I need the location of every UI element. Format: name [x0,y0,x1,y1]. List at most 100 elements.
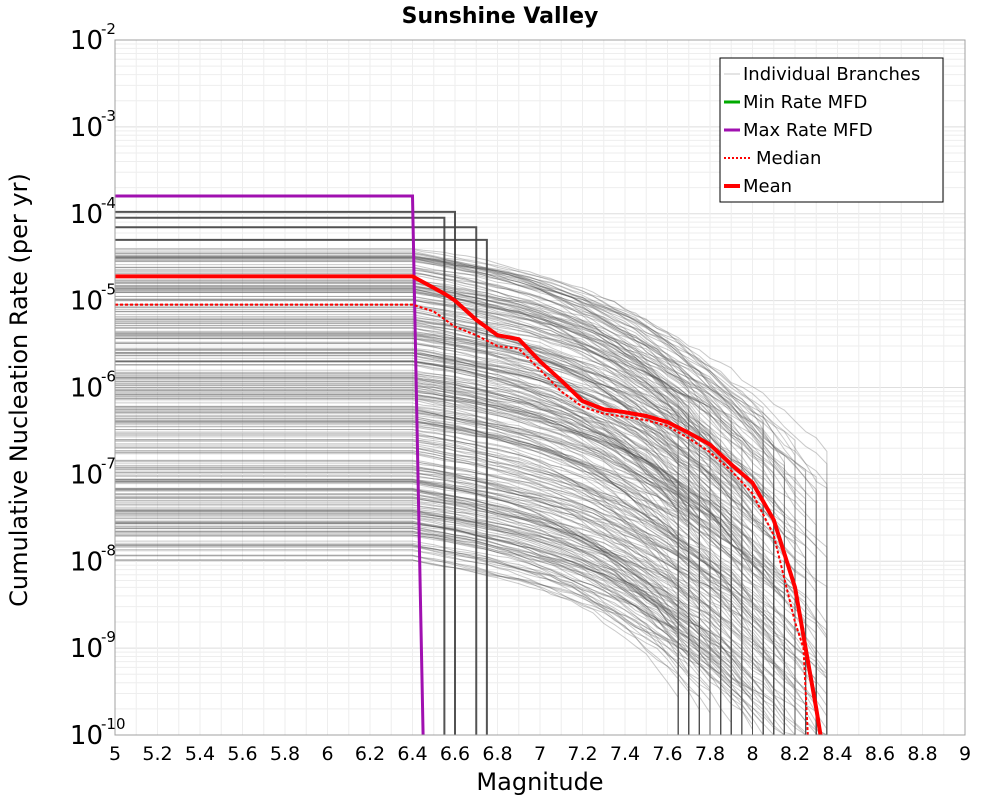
branch-line [115,481,817,735]
branch-line [115,510,817,735]
branch-line [115,462,828,735]
x-tick-label: 8.8 [907,743,937,765]
branch-line [115,478,785,735]
branch-line [115,511,764,735]
y-tick-exponent: -3 [101,107,116,125]
x-tick-label: 8.2 [780,743,810,765]
branch-line [115,210,456,735]
branch-line [115,460,817,735]
x-tick-label: 8 [746,743,758,765]
x-tick-label: 7.8 [695,743,725,765]
branch-line [115,528,764,735]
branch-line [115,285,807,735]
branch-line [115,509,732,735]
branch-line [115,460,817,735]
branch-line [115,511,700,735]
branch-line [115,318,764,735]
branch-line [115,452,817,735]
branch-line [115,467,722,735]
branch-line [115,288,807,735]
branch-line [115,332,732,735]
branch-line [115,387,743,735]
branch-line [115,476,828,735]
branch-line [115,376,700,735]
y-tick-base: 10 [70,200,103,230]
branch-line [115,257,828,735]
branch-line [115,496,775,735]
branch-line [115,490,743,735]
branch-line [115,549,700,735]
branch-line [115,238,488,735]
y-tick-base: 10 [70,721,103,751]
branch-line [115,554,679,735]
branch-line [115,535,764,736]
branch-line [115,550,775,735]
branch-line [115,254,732,735]
branch-line [115,304,764,735]
branch-line [115,323,785,735]
branch-line [115,250,775,735]
branch-line [115,388,764,735]
x-tick-label: 6.4 [397,743,427,765]
branch-lines [115,210,828,736]
branch-line [115,377,722,735]
branch-line [115,287,722,735]
branch-line [115,360,764,735]
x-axis-ticks: 5 5.2 5.4 5.6 5.8 6 6.2 6.4 6.6 6.8 7 7.2 7.4 7.6 7.8 8… [109,743,971,765]
branch-line [115,347,807,735]
branch-line [115,385,732,735]
branch-line [115,412,764,735]
y-tick-base: 10 [70,287,103,317]
x-tick-label: 8.4 [822,743,852,765]
x-tick-label: 6.2 [355,743,385,765]
branch-line [115,288,679,735]
branch-line [115,337,690,735]
branch-line [115,436,722,735]
branch-line [115,402,679,735]
legend-label: Max Rate MFD [743,120,873,141]
legend: Individual Branches Min Rate MFD Max Rate … [719,57,944,203]
branch-line [115,416,732,735]
y-tick-label: 10-2 [70,20,116,56]
branch-line [115,364,722,735]
branch-line [115,516,775,735]
y-tick-exponent: -7 [101,454,116,472]
branch-line [115,429,807,735]
branch-line [115,341,817,735]
branch-line [115,459,785,735]
branch-line [115,374,753,735]
branch-line [115,335,722,735]
branch-line [115,390,732,735]
branch-line [115,377,679,735]
branch-line [115,479,732,735]
branch-line [115,410,679,735]
branch-line [115,298,785,735]
branch-line [115,337,817,735]
branch-line [115,378,732,735]
branch-line [115,488,722,735]
branch-line [115,289,753,735]
branch-line [115,357,690,735]
branch-line [115,360,817,735]
branch-line [115,504,690,735]
branch-line [115,286,722,735]
branch-line [115,310,732,735]
branch-line [115,542,690,735]
branch-line [115,395,796,735]
branch-line [115,285,743,735]
branch-line [115,257,722,735]
branch-line [115,464,764,735]
x-tick-label: 5.6 [227,743,257,765]
branch-line [115,421,796,735]
branch-line [115,450,828,735]
branch-line [115,545,795,736]
branch-line [115,360,679,735]
branch-line [115,453,764,735]
branch-line [115,517,753,735]
branch-line [115,350,753,735]
branch-line [115,559,785,736]
branch-line [115,546,753,735]
branch-line [115,296,775,735]
branch-line [115,555,732,735]
